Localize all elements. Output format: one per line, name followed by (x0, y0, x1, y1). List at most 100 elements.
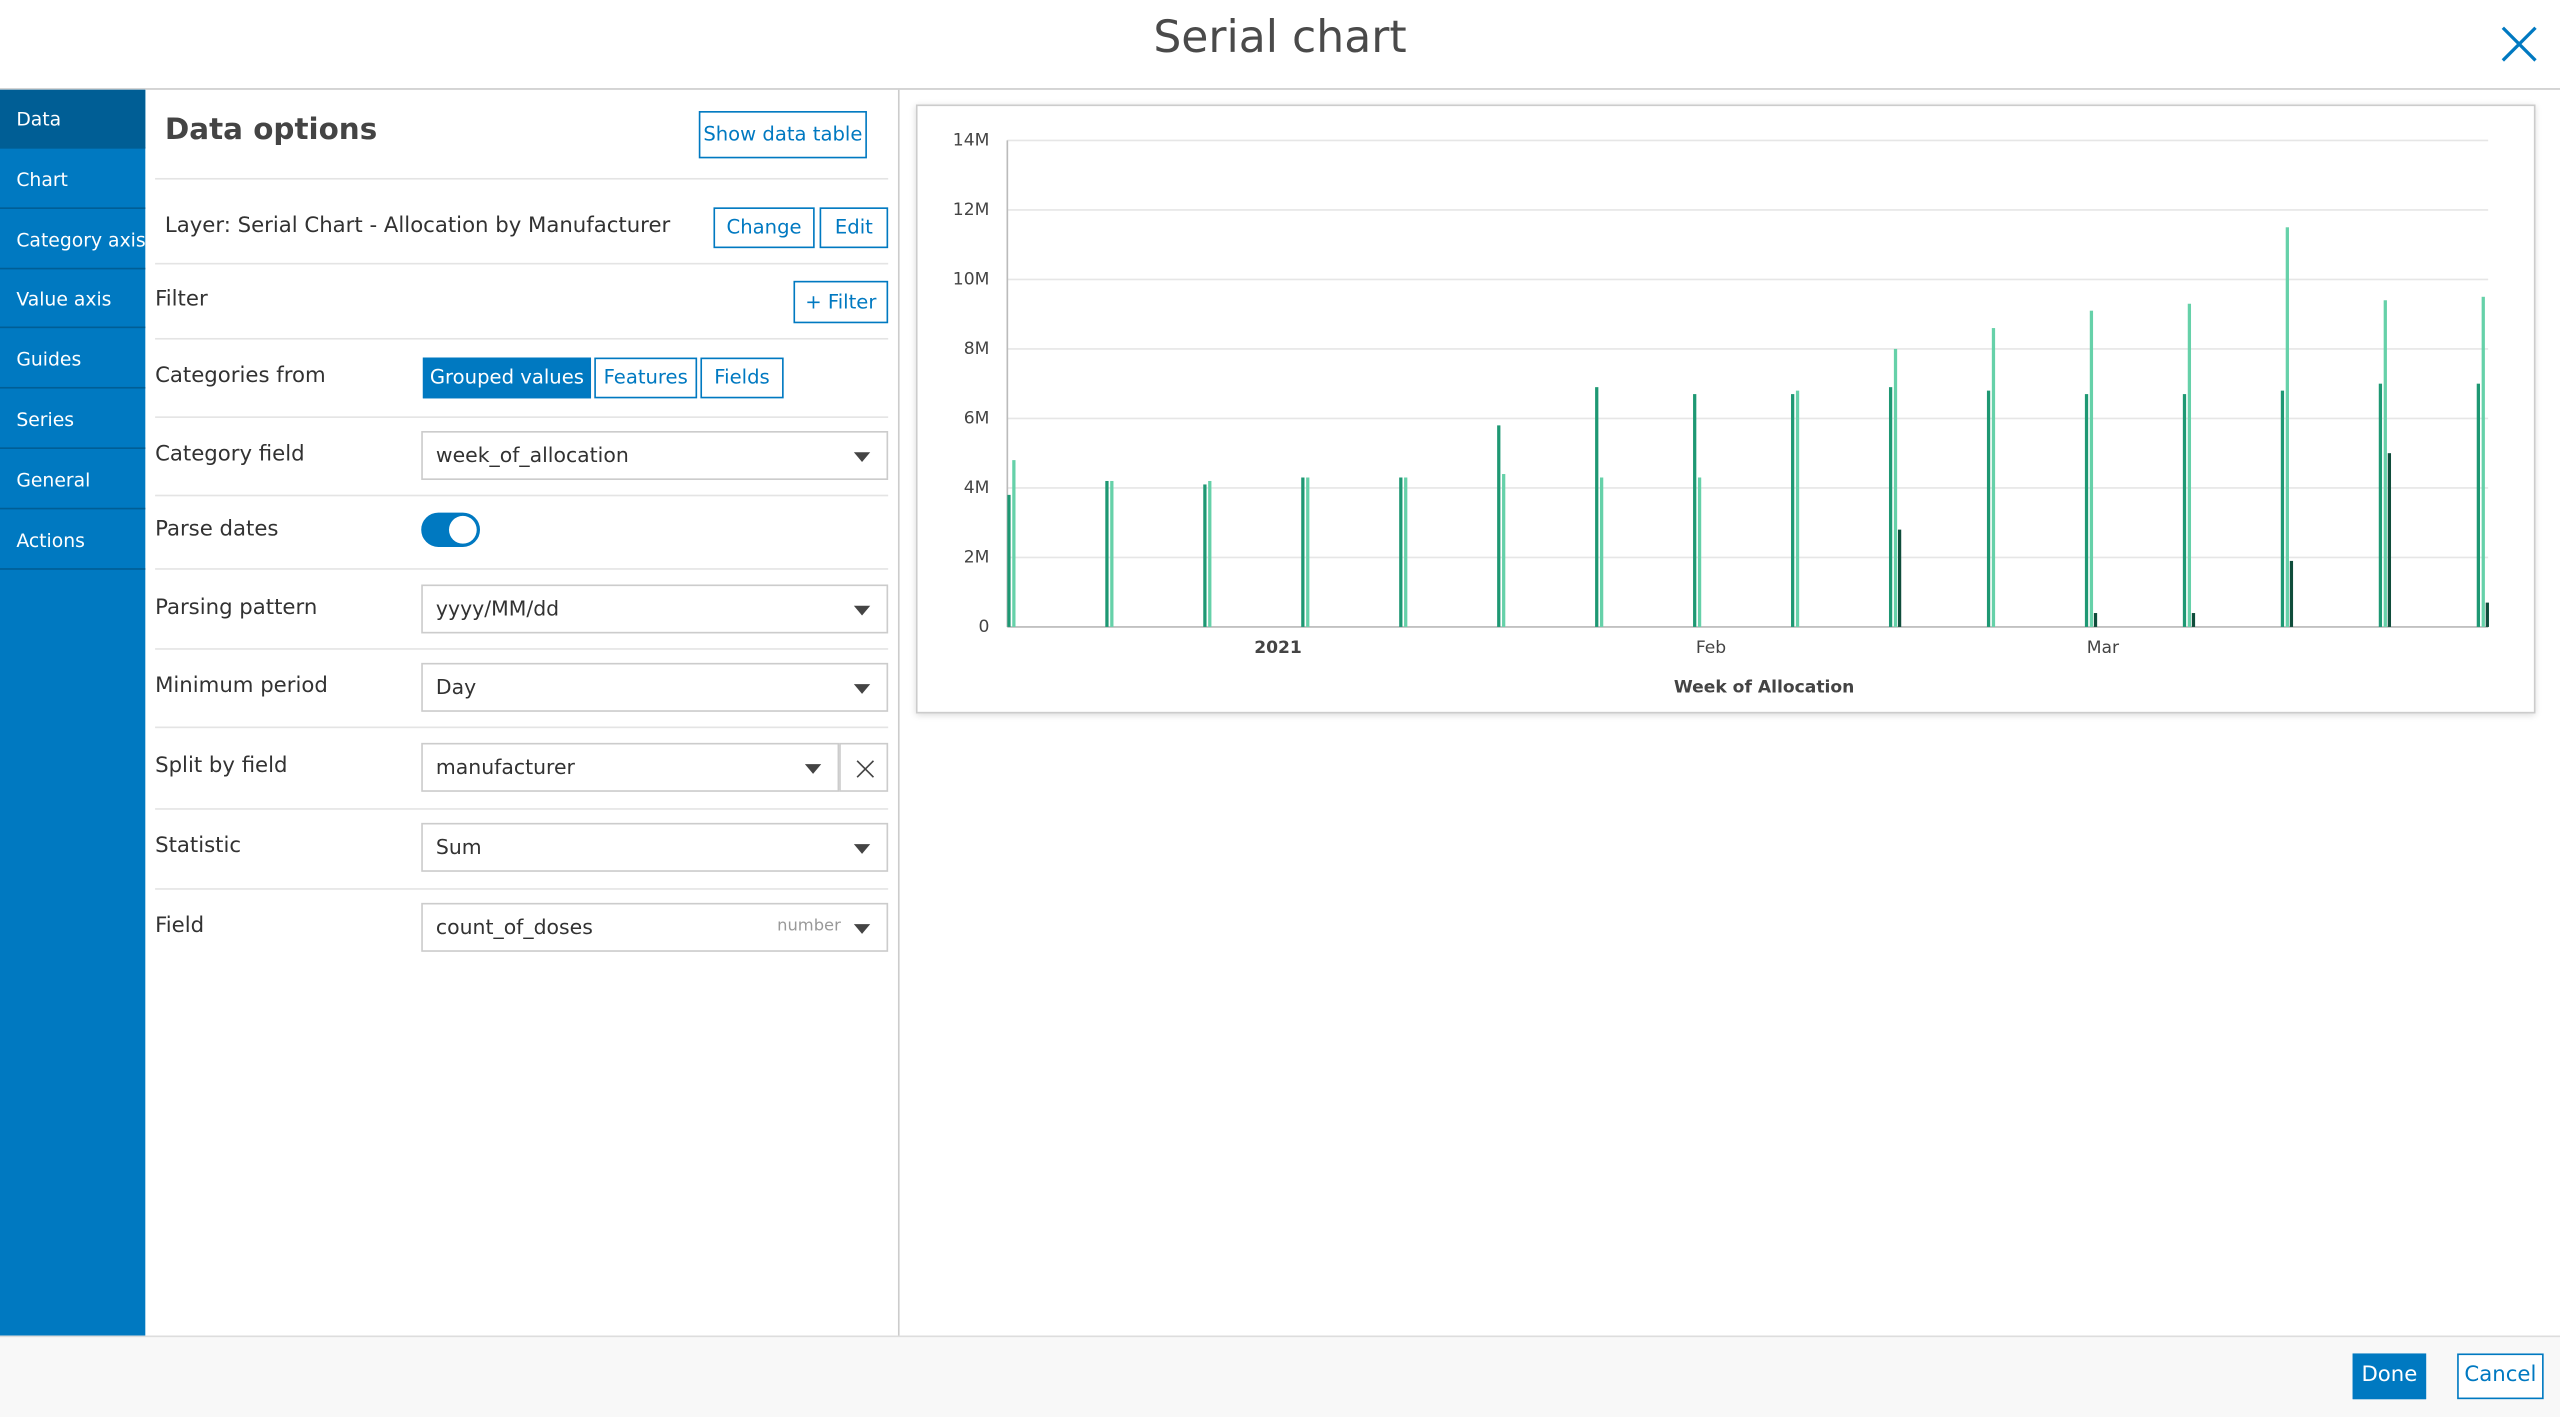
close-button[interactable] (2500, 24, 2539, 63)
statistic-label: Statistic (155, 834, 242, 859)
bar (2383, 300, 2387, 627)
bar (1897, 529, 1902, 627)
bar (2378, 383, 2383, 627)
dropdown-value: manufacturer (435, 754, 575, 779)
bar (1599, 477, 1604, 627)
nav-item[interactable]: Value axis (0, 270, 146, 329)
nav-item[interactable]: General (0, 450, 146, 510)
x-tick-label: 2021 (1254, 638, 1302, 658)
fields-button[interactable]: Fields (700, 357, 784, 399)
bar (1203, 484, 1207, 627)
statistic-dropdown[interactable]: Sum (421, 822, 889, 872)
x-axis-title: Week of Allocation (1674, 677, 1855, 697)
toggle-knob (448, 515, 477, 544)
bar (1208, 480, 1212, 627)
parse-dates-toggle[interactable] (421, 512, 480, 547)
bar (2481, 296, 2485, 627)
dropdown-value: Sum (435, 834, 482, 859)
separator (155, 726, 889, 729)
cancel-button[interactable]: Cancel (2457, 1353, 2544, 1400)
parsing-pattern-dropdown[interactable]: yyyy/MM/dd (421, 584, 889, 634)
bar (2191, 613, 2196, 627)
y-tick-label: 6M (964, 408, 990, 428)
caret (853, 684, 871, 694)
dialog-title: Serial chart (1153, 13, 1407, 64)
category-field-dropdown[interactable]: week_of_allocation (421, 431, 889, 480)
field-dropdown[interactable]: count_of_doses number (421, 902, 889, 952)
filter-label: Filter (155, 287, 208, 312)
bar (2476, 383, 2480, 627)
bar (2084, 394, 2089, 627)
panel-title: Data options (164, 112, 378, 147)
y-tick-label: 4M (964, 478, 990, 498)
bar (1110, 480, 1114, 627)
dropdown-value: Day (435, 674, 477, 699)
separator (155, 177, 889, 180)
bar (1012, 460, 1016, 627)
bar (1795, 390, 1800, 627)
x-tick-label: Mar (2087, 638, 2120, 658)
features-button[interactable]: Features (594, 357, 698, 399)
bar (2089, 310, 2094, 627)
bar (1888, 387, 1893, 627)
y-tick-label: 10M (953, 269, 990, 289)
nav-item[interactable]: Series (0, 390, 146, 449)
field-label: Field (155, 914, 205, 939)
y-tick-label: 2M (964, 547, 990, 567)
bar (1399, 477, 1403, 627)
caret (853, 844, 871, 854)
header: Serial chart (0, 0, 2560, 90)
layer-label: Layer: Serial Chart - Allocation by Manu… (164, 213, 671, 239)
nav-item[interactable]: Category axis (0, 210, 146, 269)
x-tick-label: Feb (1696, 638, 1726, 658)
caret (853, 605, 871, 616)
bar (2289, 560, 2294, 627)
show-data-table-button[interactable]: Show data table (698, 111, 867, 159)
categories-from-label: Categories from (155, 364, 326, 389)
y-tick-label: 14M (953, 130, 990, 150)
separator (155, 648, 889, 650)
separator (155, 416, 889, 418)
dropdown-value: count_of_doses (435, 914, 593, 939)
y-tick-label: 8M (964, 339, 990, 359)
caret (853, 924, 871, 934)
y-tick-label: 0 (978, 617, 989, 637)
bar (2387, 453, 2392, 627)
minimum-period-label: Minimum period (155, 674, 328, 699)
separator (155, 494, 889, 497)
bar (2280, 390, 2285, 627)
bar (1595, 387, 1599, 627)
bar (2182, 394, 2187, 627)
separator (155, 262, 889, 265)
nav-item[interactable]: Data (0, 89, 146, 149)
filter-button[interactable]: + Filter (793, 280, 889, 324)
separator (155, 888, 889, 890)
nav-item[interactable]: Chart (0, 150, 146, 209)
bar (2187, 303, 2192, 627)
parse-dates-label: Parse dates (155, 517, 279, 543)
caret (804, 764, 822, 774)
footer: Done Cancel (0, 1335, 2560, 1417)
change-button[interactable]: Change (713, 207, 815, 249)
chart: 0 2M 4M 6M 8M 10M 12M 14M 2021 Feb Mar Week of Allo… (953, 130, 2489, 697)
parsing-pattern-label: Parsing pattern (155, 595, 318, 621)
done-button[interactable]: Done (2352, 1353, 2427, 1400)
caret (853, 452, 871, 463)
bar (2285, 227, 2289, 627)
nav-item[interactable]: Actions (0, 510, 146, 570)
dropdown-value: yyyy/MM/dd (435, 595, 560, 621)
grouped-values-button[interactable]: Grouped values (422, 357, 592, 399)
bar (1404, 477, 1408, 627)
split-by-dropdown[interactable]: manufacturer (421, 742, 840, 792)
bar (1105, 480, 1109, 627)
bar (1306, 477, 1310, 627)
bar (1693, 394, 1697, 627)
minimum-period-dropdown[interactable]: Day (421, 662, 889, 712)
bar (1502, 474, 1506, 627)
bar (1301, 477, 1305, 627)
edit-button[interactable]: Edit (819, 207, 889, 249)
nav-item[interactable]: Guides (0, 330, 146, 389)
clear-button[interactable] (839, 742, 889, 792)
